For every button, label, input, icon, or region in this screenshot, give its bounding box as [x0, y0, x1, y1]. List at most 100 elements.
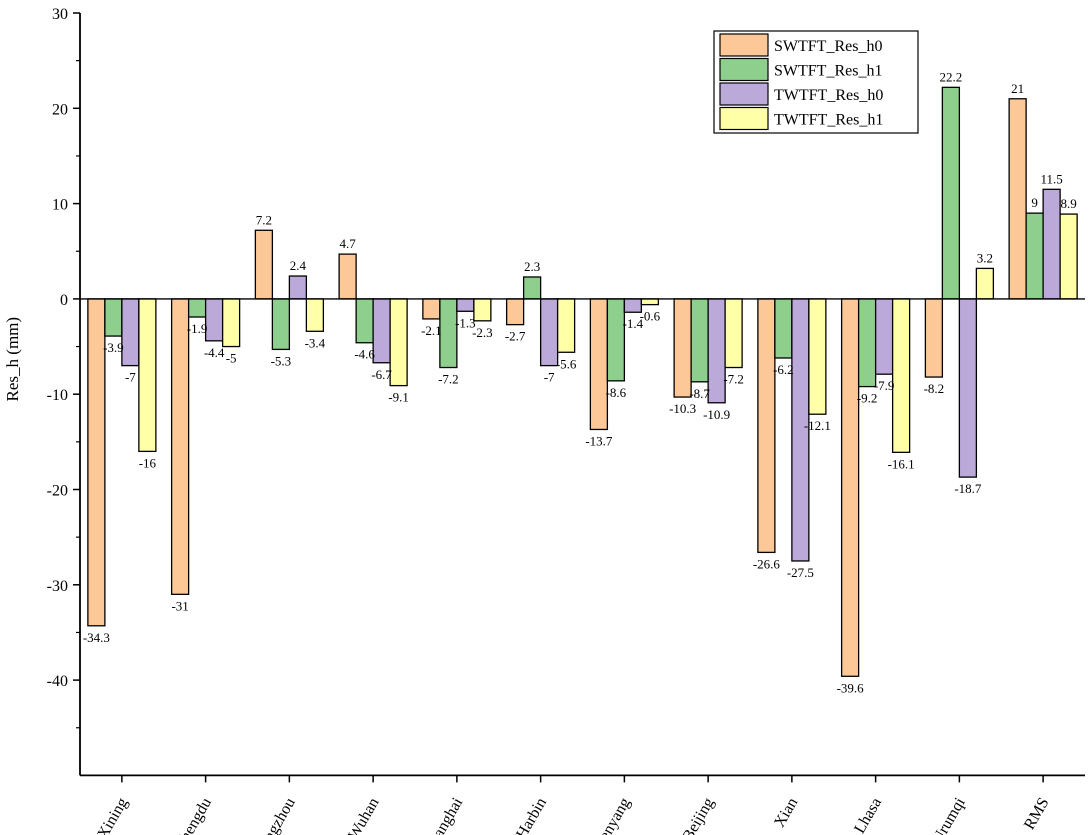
bar-TWTFT_Res_h0-Chengdu	[204, 298, 224, 342]
data-label: -26.6	[753, 556, 781, 571]
bar-SWTFT_Res_h1-Wuhan	[355, 298, 374, 344]
data-label: 8.9	[1061, 196, 1077, 211]
x-tick-label: Shenyang	[588, 795, 634, 835]
data-label: -7.2	[438, 372, 459, 387]
data-label: -10.3	[669, 401, 696, 416]
bar-SWTFT_Res_h1-Guangzhou	[271, 298, 291, 351]
data-label: -12.1	[804, 418, 831, 433]
bar-SWTFT_Res_h0-Lhasa	[840, 298, 860, 677]
data-label: -18.7	[954, 481, 982, 496]
data-label: 7.2	[256, 212, 272, 227]
bar-SWTFT_Res_h1-Shanghai	[439, 298, 458, 369]
bar-SWTFT_Res_h1-Beijing	[690, 298, 709, 383]
x-tick-label: Guangzhou	[247, 795, 299, 835]
y-tick-label: 30	[52, 6, 68, 23]
data-label: -1.3	[455, 315, 476, 330]
bar-TWTFT_Res_h0-Beijing	[707, 298, 726, 404]
data-label: -1.4	[623, 316, 644, 331]
data-label: 21	[1011, 81, 1024, 96]
data-label: -6.2	[773, 362, 794, 377]
bar-SWTFT_Res_h1-Shenyang	[606, 298, 626, 382]
data-label: -2.7	[505, 329, 526, 344]
y-tick-label: -20	[47, 483, 68, 500]
data-label: -10.9	[703, 407, 730, 422]
y-tick-label: 20	[52, 101, 68, 118]
bar-SWTFT_Res_h1-Xian	[774, 298, 793, 359]
bar-SWTFT_Res_h0-Harbin	[505, 298, 525, 326]
bar-SWTFT_Res_h0-RMS	[1008, 98, 1027, 300]
data-label: -34.3	[83, 630, 110, 645]
x-tick-label: Xian	[771, 795, 801, 830]
bar-TWTFT_Res_h0-Wuhan	[372, 298, 391, 364]
y-tick-label: -30	[47, 578, 68, 595]
bar-TWTFT_Res_h0-RMS	[1042, 188, 1061, 300]
bar-TWTFT_Res_h1-Xian	[808, 298, 827, 415]
data-label: -7	[125, 370, 136, 385]
data-label: -8.7	[689, 386, 710, 401]
bar-SWTFT_Res_h1-Harbin	[522, 276, 542, 300]
legend-label: TWTFT_Res_h0	[774, 87, 883, 104]
bar-TWTFT_Res_h0-Urumqi	[958, 298, 978, 478]
bar-SWTFT_Res_h1-Lhasa	[857, 298, 877, 388]
y-tick-label: 0	[60, 292, 68, 309]
data-label: -27.5	[787, 565, 814, 580]
bar-TWTFT_Res_h1-Shanghai	[473, 298, 492, 322]
bar-TWTFT_Res_h1-RMS	[1059, 213, 1078, 300]
data-label: -9.1	[388, 390, 409, 405]
data-label: -7.9	[874, 378, 895, 393]
legend-label: SWTFT_Res_h1	[774, 63, 882, 80]
data-label: -8.6	[606, 385, 627, 400]
legend-swatch	[719, 57, 769, 82]
axes-layer: Xining Chengdu Guangzhou Wuhan Shanghai Harbi…	[3, 6, 1085, 835]
data-label: -8.2	[924, 381, 945, 396]
bar-SWTFT_Res_h1-Urumqi	[941, 86, 961, 300]
data-label: -1.9	[187, 321, 208, 336]
bar-SWTFT_Res_h1-Xining	[104, 298, 123, 337]
data-label: -16	[139, 455, 157, 470]
y-tick-label: -40	[47, 673, 68, 690]
data-label: 3.2	[977, 250, 993, 265]
bar-TWTFT_Res_h1-Beijing	[724, 298, 743, 369]
x-tick-label: Urumqi	[929, 794, 969, 835]
bar-TWTFT_Res_h1-Harbin	[556, 298, 576, 353]
bar-SWTFT_Res_h0-Chengdu	[170, 298, 190, 595]
bar-TWTFT_Res_h0-Guangzhou	[288, 275, 308, 300]
x-tick-label: Wuhan	[345, 795, 383, 835]
data-label: -3.4	[305, 335, 326, 350]
data-label: -5.6	[556, 356, 577, 371]
x-tick-label: Shanghai	[422, 794, 467, 835]
bar-TWTFT_Res_h1-Wuhan	[389, 298, 408, 387]
data-label: -31	[171, 598, 188, 613]
bar-SWTFT_Res_h1-RMS	[1025, 212, 1044, 300]
x-tick-label: Beijing	[679, 795, 717, 835]
y-tick-label: 10	[52, 197, 68, 214]
data-label: 4.7	[340, 236, 357, 251]
data-label: -5	[226, 351, 237, 366]
bar-TWTFT_Res_h0-Lhasa	[874, 298, 894, 375]
data-label: 9	[1031, 195, 1038, 210]
x-tick-label: Harbin	[513, 795, 550, 835]
bar-SWTFT_Res_h0-Shenyang	[589, 298, 609, 431]
bar-SWTFT_Res_h0-Wuhan	[338, 253, 357, 300]
data-label: -4.6	[354, 347, 375, 362]
data-label: -4.4	[204, 345, 225, 360]
data-label: -16.1	[888, 456, 915, 471]
x-tick-label: Xining	[94, 795, 131, 835]
bar-TWTFT_Res_h1-Shenyang	[640, 298, 660, 306]
bar-SWTFT_Res_h0-Urumqi	[924, 298, 944, 378]
data-label: -13.7	[585, 433, 613, 448]
bar-TWTFT_Res_h1-Urumqi	[975, 267, 995, 300]
bar-TWTFT_Res_h1-Xining	[138, 298, 157, 453]
data-label: 2.4	[290, 258, 307, 273]
data-label: -6.7	[371, 367, 392, 382]
bar-SWTFT_Res_h0-Xian	[757, 298, 776, 554]
data-label: -0.6	[640, 309, 661, 324]
legend-swatch	[719, 82, 769, 106]
data-label: -7.2	[723, 372, 744, 387]
x-tick-label: Chengdu	[171, 795, 215, 835]
bars-layer	[87, 86, 1078, 677]
data-label: -5.3	[271, 353, 292, 368]
data-label: -3.9	[103, 340, 124, 355]
bar-TWTFT_Res_h1-Lhasa	[891, 298, 911, 453]
data-label: -39.6	[837, 680, 865, 695]
